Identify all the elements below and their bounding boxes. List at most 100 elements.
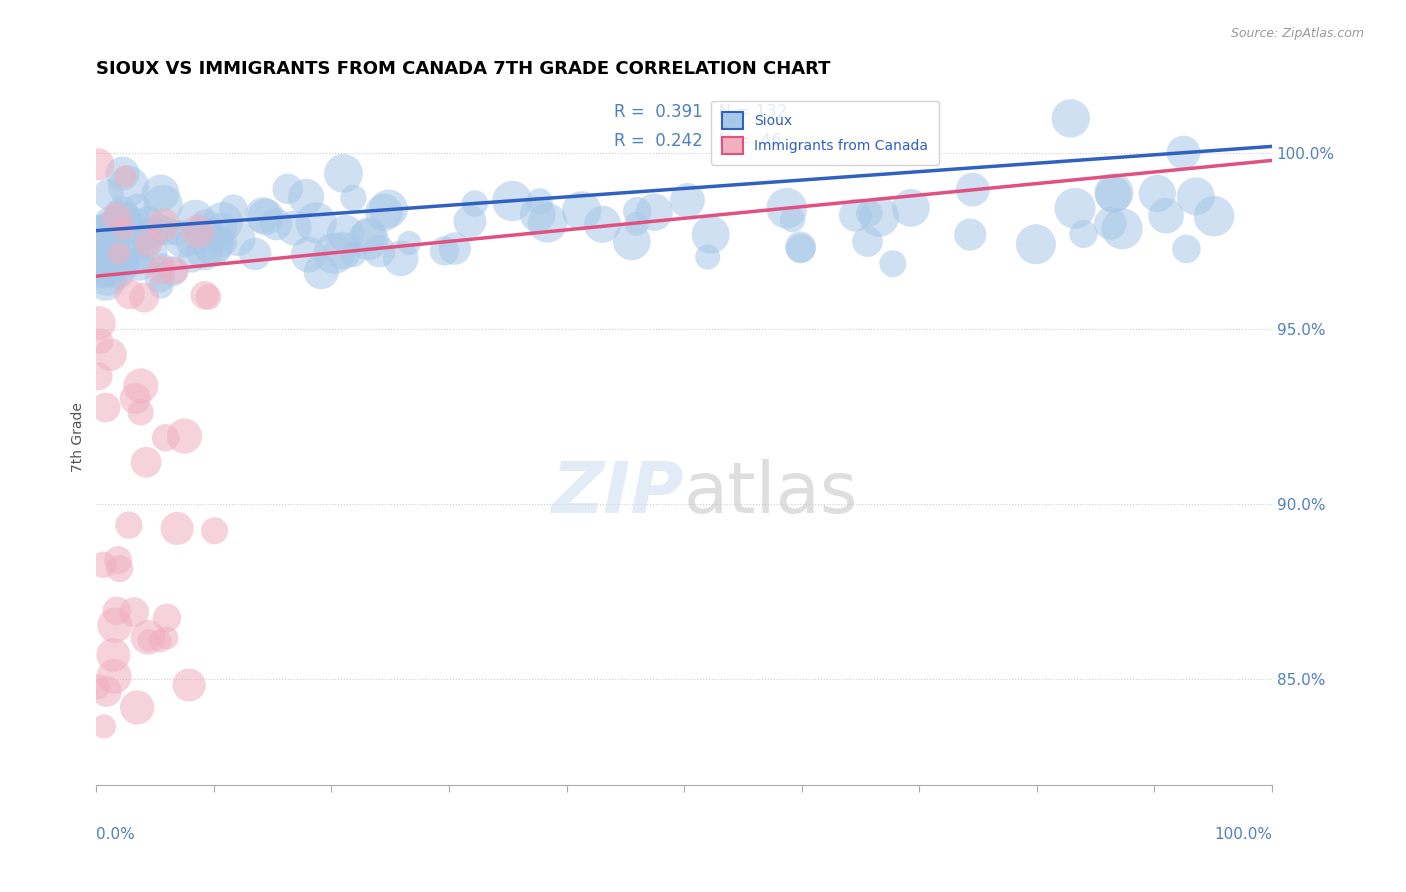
Point — [197, 290, 219, 304]
Point — [94, 273, 117, 287]
Point — [1099, 216, 1122, 230]
Point — [118, 287, 141, 301]
Point — [91, 263, 114, 277]
Point — [105, 604, 128, 618]
Point — [782, 212, 804, 227]
Point — [398, 235, 420, 250]
Point — [166, 226, 188, 240]
Point — [194, 288, 217, 302]
Point — [252, 208, 274, 222]
Point — [136, 244, 159, 259]
Point — [162, 264, 184, 278]
Text: 0.0%: 0.0% — [97, 827, 135, 842]
Text: R =  0.391   N = 132: R = 0.391 N = 132 — [613, 103, 787, 120]
Point — [277, 182, 299, 196]
Point — [626, 204, 648, 219]
Point — [295, 190, 318, 204]
Point — [152, 218, 174, 232]
Point — [858, 206, 880, 220]
Point — [127, 700, 149, 714]
Point — [93, 719, 115, 733]
Point — [141, 227, 163, 241]
Point — [676, 194, 699, 208]
Point — [1025, 237, 1047, 252]
Point — [97, 229, 120, 244]
Point — [179, 235, 201, 250]
Point — [882, 257, 904, 271]
Y-axis label: 7th Grade: 7th Grade — [72, 402, 86, 473]
Point — [357, 233, 380, 247]
Point — [856, 235, 879, 249]
Point — [1175, 242, 1198, 256]
Point — [110, 219, 132, 233]
Point — [127, 201, 149, 215]
Point — [114, 169, 136, 184]
Point — [103, 648, 125, 662]
Point — [118, 242, 141, 256]
Point — [96, 684, 118, 698]
Point — [156, 631, 179, 645]
Point — [1073, 227, 1095, 241]
Point — [122, 605, 145, 619]
Point — [1111, 221, 1133, 235]
Point — [368, 244, 391, 259]
Point — [245, 247, 267, 261]
Point — [323, 246, 346, 260]
Point — [1060, 112, 1083, 126]
Point — [136, 225, 159, 239]
Point — [201, 238, 224, 252]
Point — [111, 255, 134, 269]
Point — [200, 233, 222, 247]
Point — [464, 196, 486, 211]
Point — [1102, 187, 1125, 202]
Point — [373, 205, 395, 219]
Point — [389, 252, 412, 266]
Text: 100.0%: 100.0% — [1213, 827, 1272, 842]
Point — [181, 252, 204, 266]
Point — [125, 213, 148, 227]
Point — [152, 197, 174, 211]
Point — [458, 214, 481, 228]
Point — [112, 214, 135, 228]
Point — [501, 194, 523, 208]
Point — [696, 250, 718, 264]
Point — [309, 265, 332, 279]
Point — [194, 244, 217, 259]
Point — [111, 220, 134, 235]
Point — [128, 257, 150, 271]
Point — [254, 210, 277, 224]
Point — [298, 247, 321, 261]
Point — [111, 213, 134, 227]
Point — [536, 216, 558, 230]
Point — [776, 202, 799, 216]
Point — [264, 217, 287, 231]
Point — [1064, 202, 1087, 216]
Point — [138, 214, 160, 228]
Point — [118, 518, 141, 533]
Point — [100, 348, 122, 362]
Point — [127, 254, 149, 268]
Point — [100, 225, 122, 239]
Point — [844, 208, 866, 222]
Point — [129, 379, 152, 393]
Point — [100, 218, 122, 232]
Point — [211, 215, 233, 229]
Point — [98, 222, 121, 236]
Point — [107, 553, 129, 567]
Point — [332, 244, 354, 258]
Point — [87, 227, 110, 242]
Point — [283, 221, 305, 235]
Point — [357, 227, 380, 242]
Point — [377, 202, 399, 216]
Point — [156, 611, 179, 625]
Point — [108, 246, 131, 260]
Point — [90, 256, 112, 270]
Point — [87, 316, 110, 330]
Point — [190, 225, 212, 239]
Point — [155, 224, 177, 238]
Point — [117, 179, 139, 194]
Point — [962, 183, 984, 197]
Point — [87, 233, 110, 247]
Point — [124, 392, 146, 406]
Point — [592, 217, 614, 231]
